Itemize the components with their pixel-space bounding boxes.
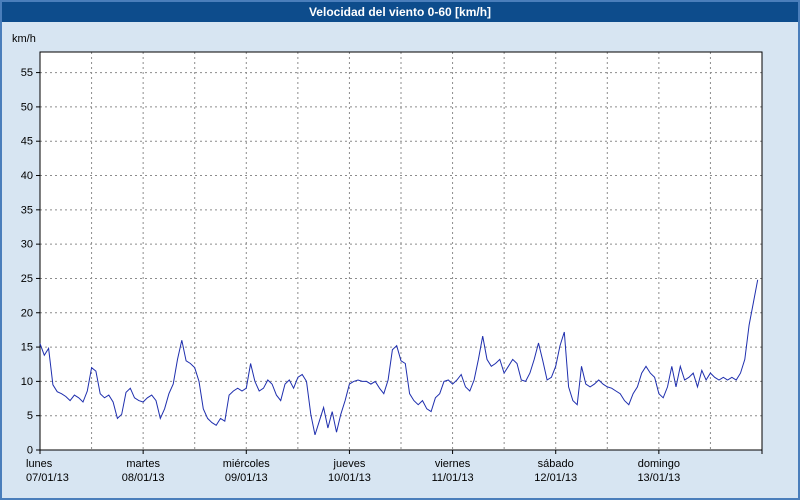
chart-title-bar: Velocidad del viento 0-60 [km/h] [2, 2, 798, 22]
y-tick-label: 50 [21, 101, 33, 113]
chart-svg: 0 5 10 15 20 25 30 35 40 45 50 55 km/h lunes 07/01/13 m… [12, 33, 763, 484]
y-tick-label: 45 [21, 136, 33, 148]
x-day-name-label: sábado [538, 458, 574, 470]
x-day-date-label: 10/01/13 [328, 472, 371, 484]
plot-area [40, 52, 762, 450]
x-day-name-label: martes [126, 458, 160, 470]
x-day-name-label: miércoles [223, 458, 271, 470]
y-tick-label: 15 [21, 342, 33, 354]
y-tick-label: 40 [21, 170, 33, 182]
x-day-name-label: jueves [333, 458, 366, 470]
x-day-date-label: 13/01/13 [637, 472, 680, 484]
y-tick-label: 5 [27, 410, 33, 422]
y-tick-label: 55 [21, 67, 33, 79]
y-tick-label: 0 [27, 445, 33, 457]
y-tick-label: 30 [21, 239, 33, 251]
y-tick-label: 25 [21, 273, 33, 285]
x-day-date-label: 11/01/13 [432, 472, 474, 484]
x-day-date-label: 12/01/13 [534, 472, 577, 484]
plot-border [39, 51, 763, 451]
x-day-name-label: lunes [26, 458, 53, 470]
y-tick-label: 20 [21, 307, 33, 319]
x-day-name-label: domingo [638, 458, 680, 470]
x-day-date-label: 09/01/13 [225, 472, 268, 484]
chart-area: 0 5 10 15 20 25 30 35 40 45 50 55 km/h lunes 07/01/13 m… [2, 22, 798, 498]
y-axis-unit-label: km/h [12, 33, 36, 45]
x-day-date-label: 08/01/13 [122, 472, 165, 484]
y-tick-label: 10 [21, 376, 33, 388]
y-tick-label: 35 [21, 204, 33, 216]
x-day-date-label: 07/01/13 [26, 472, 69, 484]
x-day-name-label: viernes [435, 458, 471, 470]
series-line [39, 279, 759, 436]
chart-title: Velocidad del viento 0-60 [km/h] [308, 5, 492, 19]
